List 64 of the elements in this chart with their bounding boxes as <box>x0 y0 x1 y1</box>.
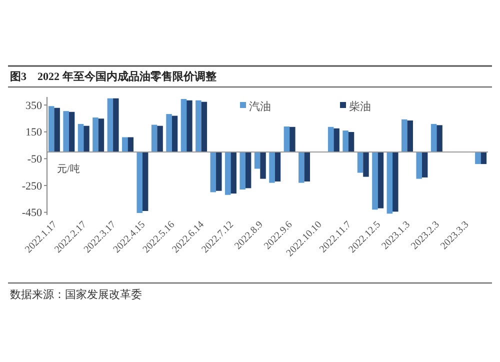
bar <box>422 152 428 178</box>
bar <box>386 152 393 214</box>
bar <box>269 152 275 183</box>
bar <box>436 125 442 152</box>
bar <box>92 118 98 152</box>
bar <box>475 152 481 164</box>
legend-label: 汽油 <box>249 100 271 113</box>
bar <box>128 137 134 152</box>
bar <box>157 126 163 152</box>
bar <box>98 118 104 152</box>
bar <box>84 126 90 152</box>
bar <box>63 111 69 152</box>
source-note: 数据来源：国家发展改革委 <box>10 288 142 301</box>
bar <box>254 152 260 169</box>
y-tick-label: -50 <box>27 154 42 166</box>
bar <box>122 137 128 152</box>
y-tick-label: -450 <box>22 207 42 220</box>
bar <box>357 152 364 173</box>
y-tick-label: 350 <box>26 100 42 112</box>
bar <box>172 116 178 152</box>
chart-title: 图3 2022 年至今国内成品油零售限价调整 <box>10 70 218 83</box>
bar <box>392 152 398 212</box>
bar <box>274 152 281 182</box>
bar <box>284 126 290 152</box>
bar <box>78 124 84 152</box>
legend-label: 柴油 <box>349 100 371 113</box>
bar <box>348 132 354 152</box>
bar <box>201 102 208 152</box>
bar <box>378 152 384 208</box>
bar <box>180 99 187 152</box>
bar <box>260 152 266 179</box>
bar <box>372 152 378 210</box>
bar <box>245 152 252 188</box>
bar <box>240 152 246 190</box>
bar <box>480 152 487 164</box>
bar <box>304 152 310 182</box>
bar <box>48 106 54 152</box>
bar <box>151 124 158 152</box>
bar <box>416 152 422 179</box>
bar <box>230 152 236 194</box>
bar <box>334 128 340 152</box>
y-tick-label: -250 <box>22 180 42 192</box>
bar <box>196 100 202 152</box>
bar <box>186 100 192 152</box>
bar <box>430 124 437 152</box>
bar <box>136 152 142 213</box>
bar <box>107 98 114 152</box>
y-axis-title: 元/吨 <box>57 163 80 176</box>
bar <box>402 119 408 152</box>
bar <box>210 152 216 192</box>
bar <box>224 152 231 195</box>
bar <box>407 120 413 152</box>
bar <box>363 152 369 177</box>
bar <box>142 152 148 211</box>
bar <box>328 126 334 152</box>
bar <box>216 152 222 191</box>
bar <box>290 126 296 152</box>
bar <box>342 130 348 152</box>
bar <box>298 152 304 183</box>
y-tick-label: 150 <box>26 126 42 139</box>
bar <box>54 108 60 152</box>
bar <box>113 98 119 152</box>
bar <box>166 114 172 152</box>
bar <box>68 112 75 152</box>
